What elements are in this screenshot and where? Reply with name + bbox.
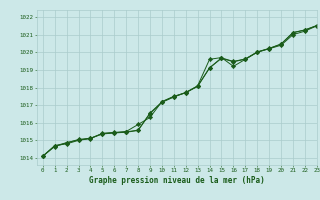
X-axis label: Graphe pression niveau de la mer (hPa): Graphe pression niveau de la mer (hPa) [89,176,265,185]
